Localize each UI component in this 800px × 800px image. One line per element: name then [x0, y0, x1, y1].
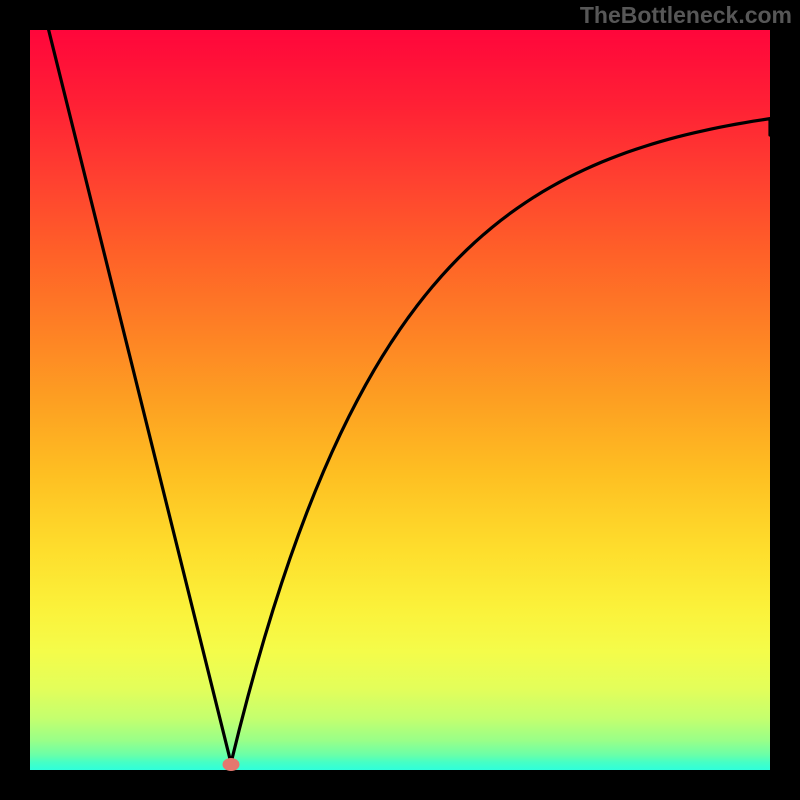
chart-svg — [0, 0, 800, 800]
optimum-marker — [223, 758, 240, 771]
chart-container: TheBottleneck.com — [0, 0, 800, 800]
watermark-text: TheBottleneck.com — [580, 2, 792, 29]
